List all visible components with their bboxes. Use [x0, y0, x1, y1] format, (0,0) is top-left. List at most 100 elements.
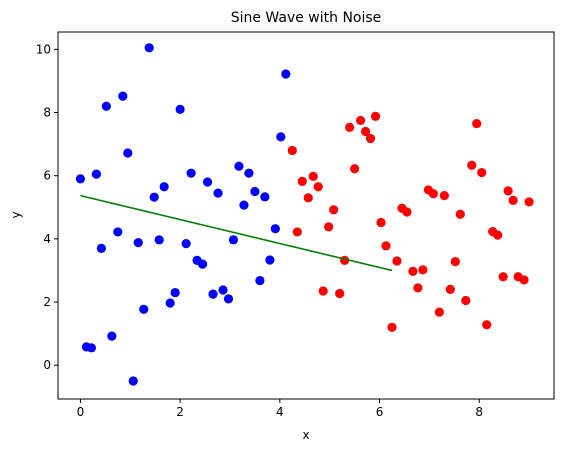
scatter-point: [434, 307, 444, 317]
plot-frame: [57, 31, 555, 400]
y-axis-ticks: 0 2 4 6 8 10: [36, 42, 58, 372]
scatter-point: [387, 322, 397, 332]
scatter-point: [413, 283, 423, 293]
scatter-point: [370, 111, 381, 121]
scatter-point: [418, 265, 428, 275]
y-tick-label: 8: [43, 106, 51, 120]
x-tick-label: 8: [475, 405, 483, 419]
scatter-point: [128, 376, 138, 386]
y-tick-label: 2: [43, 295, 51, 309]
scatter-point: [439, 191, 449, 201]
x-tick-label: 2: [176, 405, 184, 419]
scatter-point: [159, 182, 169, 192]
x-axis-label: x: [302, 428, 309, 442]
scatter-point: [324, 222, 334, 232]
scatter-point: [519, 275, 529, 285]
scatter-point: [402, 207, 412, 217]
y-tick-label: 4: [43, 232, 51, 246]
scatter-point: [86, 343, 96, 353]
scatter-point: [335, 288, 345, 299]
scatter-point: [234, 161, 244, 171]
scatter-point: [345, 122, 355, 132]
scatter-point: [265, 255, 275, 265]
scatter-point: [381, 241, 391, 251]
scatter-point: [239, 200, 249, 210]
scatter-point: [144, 43, 154, 53]
y-tick-label: 10: [36, 42, 51, 56]
scatter-point: [255, 275, 265, 286]
scatter-point: [107, 331, 117, 341]
trend-line-layer: [80, 194, 393, 272]
scatter-point: [493, 230, 503, 240]
scatter-point: [91, 169, 101, 179]
scatter-point: [313, 182, 323, 192]
scatter-point: [472, 118, 482, 129]
scatter-point: [450, 257, 460, 267]
scatter-point: [223, 294, 234, 304]
scatter-point: [139, 304, 149, 314]
scatter-point: [149, 192, 159, 202]
scatter-point: [308, 171, 318, 181]
scatter-point: [303, 193, 313, 203]
trend-line: [80, 194, 393, 272]
x-tick-label: 0: [77, 405, 85, 419]
scatter-point: [75, 174, 86, 184]
scatter-point: [186, 168, 196, 178]
scatter-point: [350, 164, 360, 174]
scatter-point: [218, 285, 228, 295]
chart-title: Sine Wave with Noise: [231, 10, 382, 26]
y-tick-label: 6: [43, 169, 51, 183]
scatter-point: [503, 186, 513, 196]
scatter-point: [408, 266, 418, 277]
scatter-point: [165, 298, 175, 308]
scatter-point: [508, 195, 518, 205]
scatter-point: [213, 188, 223, 198]
scatter-point: [175, 104, 185, 114]
scatter-point: [96, 243, 106, 253]
data-series: [75, 43, 534, 386]
y-axis-label: y: [9, 211, 23, 218]
scatter-point: [428, 189, 438, 199]
scatter-point: [260, 192, 270, 202]
scatter-point: [181, 239, 191, 249]
scatter-point: [365, 133, 376, 144]
scatter-point: [477, 167, 487, 178]
scatter-point: [276, 132, 286, 142]
scatter-point: [113, 227, 123, 237]
scatter-point: [461, 295, 471, 306]
scatter-point: [482, 320, 492, 330]
scatter-point: [318, 286, 328, 296]
scatter-point: [133, 238, 143, 248]
scatter-point: [250, 186, 260, 197]
scatter-point: [170, 287, 180, 298]
scatter-point: [270, 224, 280, 234]
x-axis-ticks: 0 2 4 6 8: [77, 399, 483, 419]
y-tick-label: 0: [43, 358, 51, 372]
scatter-point: [208, 289, 218, 299]
scatter-point: [355, 115, 366, 126]
scatter-point: [329, 205, 339, 215]
plot-area: [58, 32, 554, 399]
scatter-point: [445, 284, 455, 295]
scatter-point: [197, 259, 208, 269]
scatter-point: [498, 272, 508, 282]
scatter-point: [123, 148, 133, 158]
scatter-point: [467, 160, 477, 170]
scatter-point: [297, 176, 307, 186]
x-tick-label: 4: [276, 405, 284, 419]
scatter-point: [392, 256, 402, 266]
x-tick-label: 6: [376, 405, 384, 419]
scatter-point: [154, 235, 164, 245]
scatter-point: [376, 217, 386, 228]
scatter-point: [360, 126, 371, 137]
scatter-point: [281, 69, 291, 79]
scatter-point: [455, 209, 465, 219]
scatter-point: [101, 101, 111, 111]
scatter-point: [287, 145, 297, 156]
scatter-point: [524, 197, 534, 207]
scatter-point: [292, 227, 302, 237]
scatter-point: [244, 168, 254, 178]
scatter-point: [118, 91, 128, 101]
scatter-point: [202, 177, 213, 187]
